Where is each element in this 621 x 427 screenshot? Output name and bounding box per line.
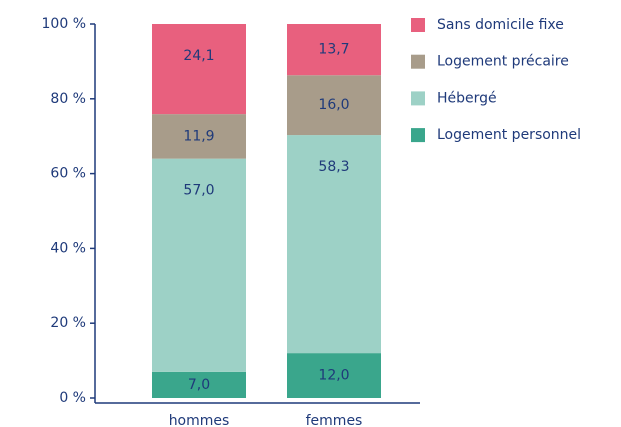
- legend-label: Logement précaire: [437, 54, 569, 70]
- y-tick-label: 80 %: [50, 91, 86, 107]
- value-label: 16,0: [318, 97, 349, 113]
- x-tick-label: hommes: [169, 413, 230, 427]
- bar-segment: [287, 75, 381, 136]
- y-tick-label: 100 %: [42, 16, 86, 32]
- y-tick-label: 0 %: [59, 390, 86, 406]
- y-tick-label: 60 %: [50, 166, 86, 182]
- value-label: 11,9: [183, 128, 214, 144]
- value-label: 24,1: [183, 48, 214, 64]
- legend-swatch: [411, 54, 425, 69]
- bar-segment: [287, 353, 381, 398]
- bar-segment: [152, 24, 246, 115]
- bar-segment: [287, 135, 381, 354]
- value-label: 13,7: [318, 42, 349, 58]
- bar-segment: [152, 114, 246, 159]
- value-label: 57,0: [183, 183, 214, 199]
- legend-label: Logement personnel: [437, 127, 581, 143]
- legend-swatch: [411, 128, 425, 143]
- x-tick-label: femmes: [306, 413, 363, 427]
- value-label: 7,0: [188, 377, 210, 393]
- legend-label: Hébergé: [437, 90, 497, 106]
- value-label: 12,0: [318, 368, 349, 384]
- y-tick-label: 40 %: [50, 240, 86, 256]
- legend-label: Sans domicile fixe: [437, 17, 564, 33]
- value-label: 58,3: [318, 159, 349, 175]
- y-tick-label: 20 %: [50, 315, 86, 331]
- legend-swatch: [411, 91, 425, 106]
- bar-segment: [152, 371, 246, 398]
- bar-segment: [152, 158, 246, 372]
- legend-swatch: [411, 18, 425, 32]
- bar-segment: [287, 24, 381, 76]
